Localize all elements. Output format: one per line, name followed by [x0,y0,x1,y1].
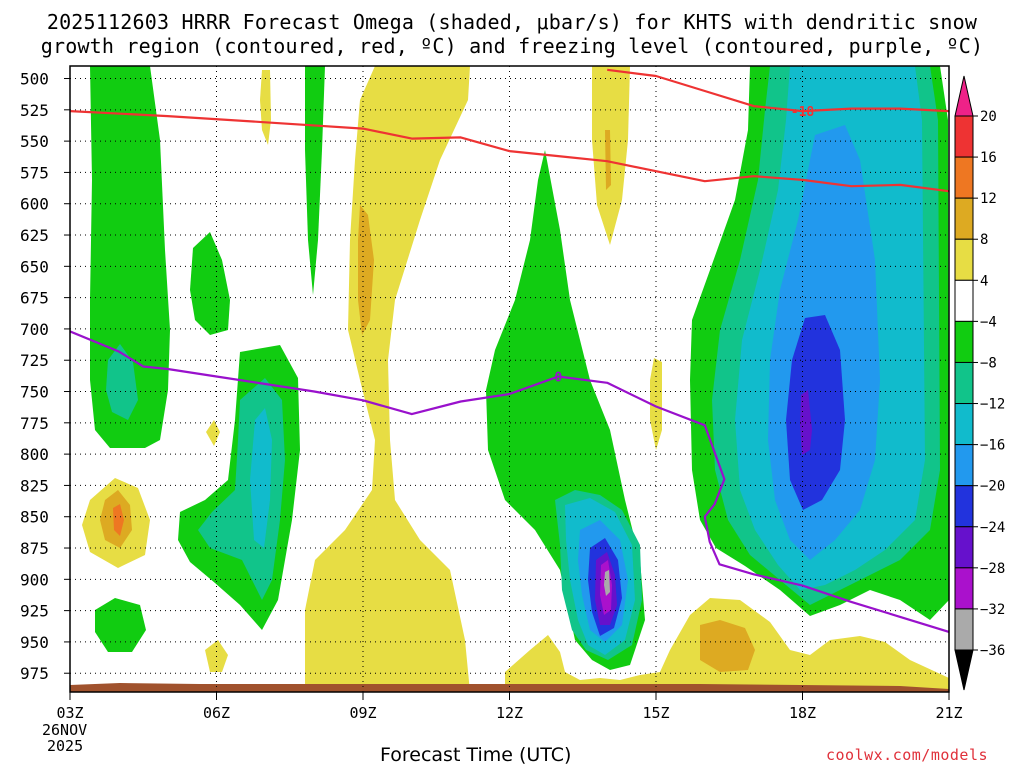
colorbar-swatch [954,361,974,405]
y-tick-label: 875 [20,539,49,558]
colorbar-label: −32 [980,602,1005,618]
colorbar-label: −8 [980,355,997,371]
colorbar-label: 4 [980,273,988,289]
colorbar-label: −4 [980,314,997,330]
y-tick-label: 550 [20,132,49,151]
colorbar-swatch [954,156,974,199]
y-tick-label: 950 [20,633,49,652]
y-tick-label: 750 [20,383,49,402]
omega-region-orange [605,130,611,190]
colorbar-top-extension [954,75,974,117]
chart-title-line-1: 2025112603 HRRR Forecast Omega (shaded, … [46,10,978,34]
colorbar-swatch [954,238,974,281]
omega-region-red-orange [113,504,124,536]
contour-line [70,330,949,633]
colorbar-swatch [954,279,974,322]
y-tick-label: 800 [20,445,49,464]
omega-region-green [305,66,325,295]
x-tick-label: 12Z [496,704,523,722]
y-tick-label: 775 [20,414,49,433]
y-tick-label: 850 [20,508,49,527]
omega-region-cyan [250,408,272,548]
omega-region-green [90,66,170,448]
y-tick-label: 675 [20,289,49,308]
colorbar-swatch [954,608,974,651]
terrain-ground [70,683,949,692]
colorbar-swatch [954,320,974,363]
colorbar-label: 12 [980,191,997,207]
colorbar-label: −16 [980,438,1005,454]
x-tick-label: 03Z [56,704,83,722]
x-tick-label: 06Z [203,704,230,722]
chart-title-line-2: growth region (contoured, red, ºC) and f… [40,34,984,58]
omega-region-orange [358,205,374,335]
omega-region-dark-blue [786,315,845,510]
x-tick-label: 09Z [349,704,376,722]
contour-label: -18 [791,105,815,120]
y-tick-label: 575 [20,163,49,182]
colorbar-bottom-extension [954,649,974,691]
colorbar-swatch [954,197,974,240]
colorbar-label: −36 [980,643,1005,659]
omega-region-orange [700,620,755,672]
start-year-label: 2025 [47,737,84,755]
colorbar-swatch [954,567,974,610]
start-date-label: 26NOV [42,721,88,739]
y-tick-label: 650 [20,257,49,276]
omega-region-yellow [260,70,271,145]
y-tick-label: 825 [20,476,49,495]
y-axis: 500 525 550 575 600 625 650 675 700 725 750 775 800 8… [20,70,70,683]
omega-region-teal [106,344,138,420]
y-tick-label: 725 [20,351,49,370]
y-tick-label: 525 [20,101,49,120]
x-tick-label: 18Z [789,704,816,722]
credit-link[interactable]: coolwx.com/models [826,746,989,764]
colorbar-swatch [954,115,974,158]
y-tick-label: 975 [20,664,49,683]
colorbar-label: −24 [980,520,1005,536]
colorbar-swatch [954,485,974,528]
omega-region-yellow [592,66,630,245]
colorbar-label: −12 [980,397,1005,413]
contours: -18 0 [70,68,949,633]
contour-line [607,68,949,113]
y-tick-label: 500 [20,70,49,89]
y-tick-label: 900 [20,570,49,589]
colorbar-label: −28 [980,561,1005,577]
contour-label: 0 [554,370,562,385]
x-axis-label: Forecast Time (UTC) [380,744,572,766]
omega-region-yellow [305,66,470,692]
x-axis: 03Z 06Z 09Z 12Z 15Z 18Z 21Z [56,692,963,722]
omega-region-yellow [206,420,220,446]
colorbar-swatch [954,526,974,569]
omega-region-green [190,232,230,335]
contour-line [70,110,949,193]
colorbar-label: 16 [980,150,997,166]
y-tick-label: 700 [20,320,49,339]
x-tick-label: 15Z [642,704,669,722]
y-tick-label: 925 [20,602,49,621]
y-tick-label: 625 [20,226,49,245]
colorbar-label: 8 [980,232,988,248]
x-tick-label: 21Z [935,704,962,722]
colorbar-swatch [954,403,974,446]
omega-region-yellow [650,358,662,450]
omega-region-green [95,598,146,652]
omega-region-gray [604,570,610,596]
colorbar-swatch [954,444,974,487]
colorbar-label: 20 [980,109,997,125]
colorbar: 20 16 12 8 4 −4 −8 −12 −16 −20 −24 −28 −32 −36 [954,75,1005,691]
y-tick-label: 600 [20,195,49,214]
omega-shading [70,66,949,692]
colorbar-label: −20 [980,479,1005,495]
